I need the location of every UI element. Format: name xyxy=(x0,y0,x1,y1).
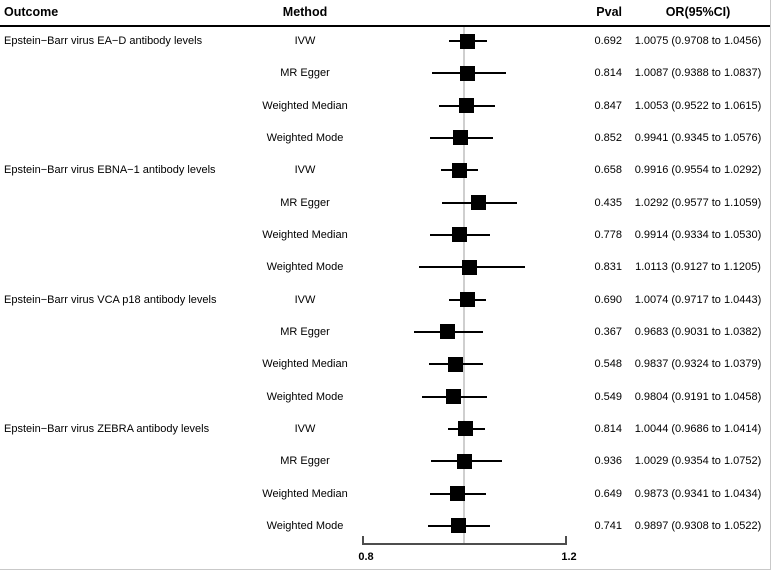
or-ci-value: 0.9804 (0.9191 to 1.0458) xyxy=(634,390,762,403)
or-ci-value: 1.0044 (0.9686 to 1.0414) xyxy=(634,422,762,435)
or-ci-value: 1.0292 (0.9577 to 1.1059) xyxy=(634,196,762,209)
effect-marker xyxy=(470,195,486,211)
method-label: Weighted Mode xyxy=(266,131,344,144)
or-ci-value: 1.0053 (0.9522 to 1.0615) xyxy=(634,99,762,112)
effect-marker xyxy=(457,453,473,469)
column-header-pval: Pval xyxy=(596,5,622,19)
pval-value: 0.847 xyxy=(594,99,622,112)
method-label: Weighted Median xyxy=(262,358,348,371)
column-header-outcome: Outcome xyxy=(4,5,59,19)
pval-value: 0.690 xyxy=(594,293,622,306)
method-label: IVW xyxy=(294,164,316,177)
pval-value: 0.367 xyxy=(594,325,622,338)
outcome-label: Epstein−Barr virus VCA p18 antibody leve… xyxy=(4,293,217,306)
pval-value: 0.549 xyxy=(594,390,622,403)
effect-marker xyxy=(453,130,468,146)
or-ci-value: 0.9916 (0.9554 to 1.0292) xyxy=(634,164,762,177)
or-ci-value: 1.0087 (0.9388 to 1.0837) xyxy=(634,67,762,80)
pval-value: 0.814 xyxy=(594,67,622,80)
effect-marker xyxy=(460,65,476,81)
pval-value: 0.435 xyxy=(594,196,622,209)
outcome-label: Epstein−Barr virus ZEBRA antibody levels xyxy=(4,422,210,435)
or-ci-value: 1.0113 (0.9127 to 1.1205) xyxy=(635,261,761,274)
x-axis-tick-label-right: 1.2 xyxy=(561,551,577,563)
column-header-method: Method xyxy=(282,5,328,19)
pval-value: 0.548 xyxy=(594,358,622,371)
or-ci-value: 1.0029 (0.9354 to 1.0752) xyxy=(634,455,762,468)
method-label: Weighted Mode xyxy=(266,519,344,532)
pval-value: 0.831 xyxy=(594,261,622,274)
effect-marker xyxy=(439,324,455,340)
pval-value: 0.658 xyxy=(594,164,622,177)
effect-marker xyxy=(449,486,465,502)
or-ci-value: 0.9897 (0.9308 to 1.0522) xyxy=(634,519,762,532)
method-label: IVW xyxy=(294,293,316,306)
reference-line-or-1 xyxy=(462,27,465,543)
or-ci-value: 0.9873 (0.9341 to 1.0434) xyxy=(634,487,762,500)
method-label: MR Egger xyxy=(280,67,330,80)
or-ci-value: 0.9941 (0.9345 to 1.0576) xyxy=(634,131,762,144)
or-ci-value: 0.9683 (0.9031 to 1.0382) xyxy=(634,325,762,338)
pval-value: 0.852 xyxy=(594,131,622,144)
method-label: IVW xyxy=(294,422,316,435)
header-rule xyxy=(0,25,770,27)
method-label: IVW xyxy=(294,35,316,47)
outcome-label: Epstein−Barr virus EBNA−1 antibody level… xyxy=(4,164,216,177)
method-label: Weighted Mode xyxy=(266,390,344,403)
method-label: MR Egger xyxy=(280,455,330,468)
pval-value: 0.692 xyxy=(594,35,622,47)
x-axis-tick-right xyxy=(565,536,567,543)
method-label: MR Egger xyxy=(280,196,330,209)
x-axis-line xyxy=(362,543,567,545)
pval-value: 0.778 xyxy=(594,228,622,241)
pval-value: 0.741 xyxy=(594,519,622,532)
effect-marker xyxy=(450,518,466,534)
or-ci-value: 1.0074 (0.9717 to 1.0443) xyxy=(634,293,762,306)
column-header-or-ci: OR(95%CI) xyxy=(665,5,731,19)
effect-marker xyxy=(447,356,463,372)
method-label: MR Egger xyxy=(280,325,330,338)
pval-value: 0.649 xyxy=(594,487,622,500)
effect-marker xyxy=(461,259,477,275)
effect-marker xyxy=(451,227,467,243)
x-axis-tick-left xyxy=(362,536,364,543)
effect-marker xyxy=(458,421,474,437)
pval-value: 0.814 xyxy=(594,422,622,435)
effect-marker xyxy=(446,389,462,405)
outcome-label: Epstein−Barr virus EA−D antibody levels xyxy=(4,35,203,47)
effect-marker xyxy=(458,98,474,114)
method-label: Weighted Median xyxy=(262,99,348,112)
or-ci-value: 0.9837 (0.9324 to 1.0379) xyxy=(634,358,762,371)
x-axis-tick-label-left: 0.8 xyxy=(358,551,374,563)
effect-marker xyxy=(459,292,475,308)
method-label: Weighted Mode xyxy=(266,261,344,274)
method-label: Weighted Median xyxy=(262,228,348,241)
effect-marker xyxy=(459,33,475,49)
or-ci-value: 1.0075 (0.9708 to 1.0456) xyxy=(634,35,762,47)
effect-marker xyxy=(451,162,467,178)
method-label: Weighted Median xyxy=(262,487,348,500)
pval-value: 0.936 xyxy=(594,455,622,468)
or-ci-value: 0.9914 (0.9334 to 1.0530) xyxy=(634,228,762,241)
